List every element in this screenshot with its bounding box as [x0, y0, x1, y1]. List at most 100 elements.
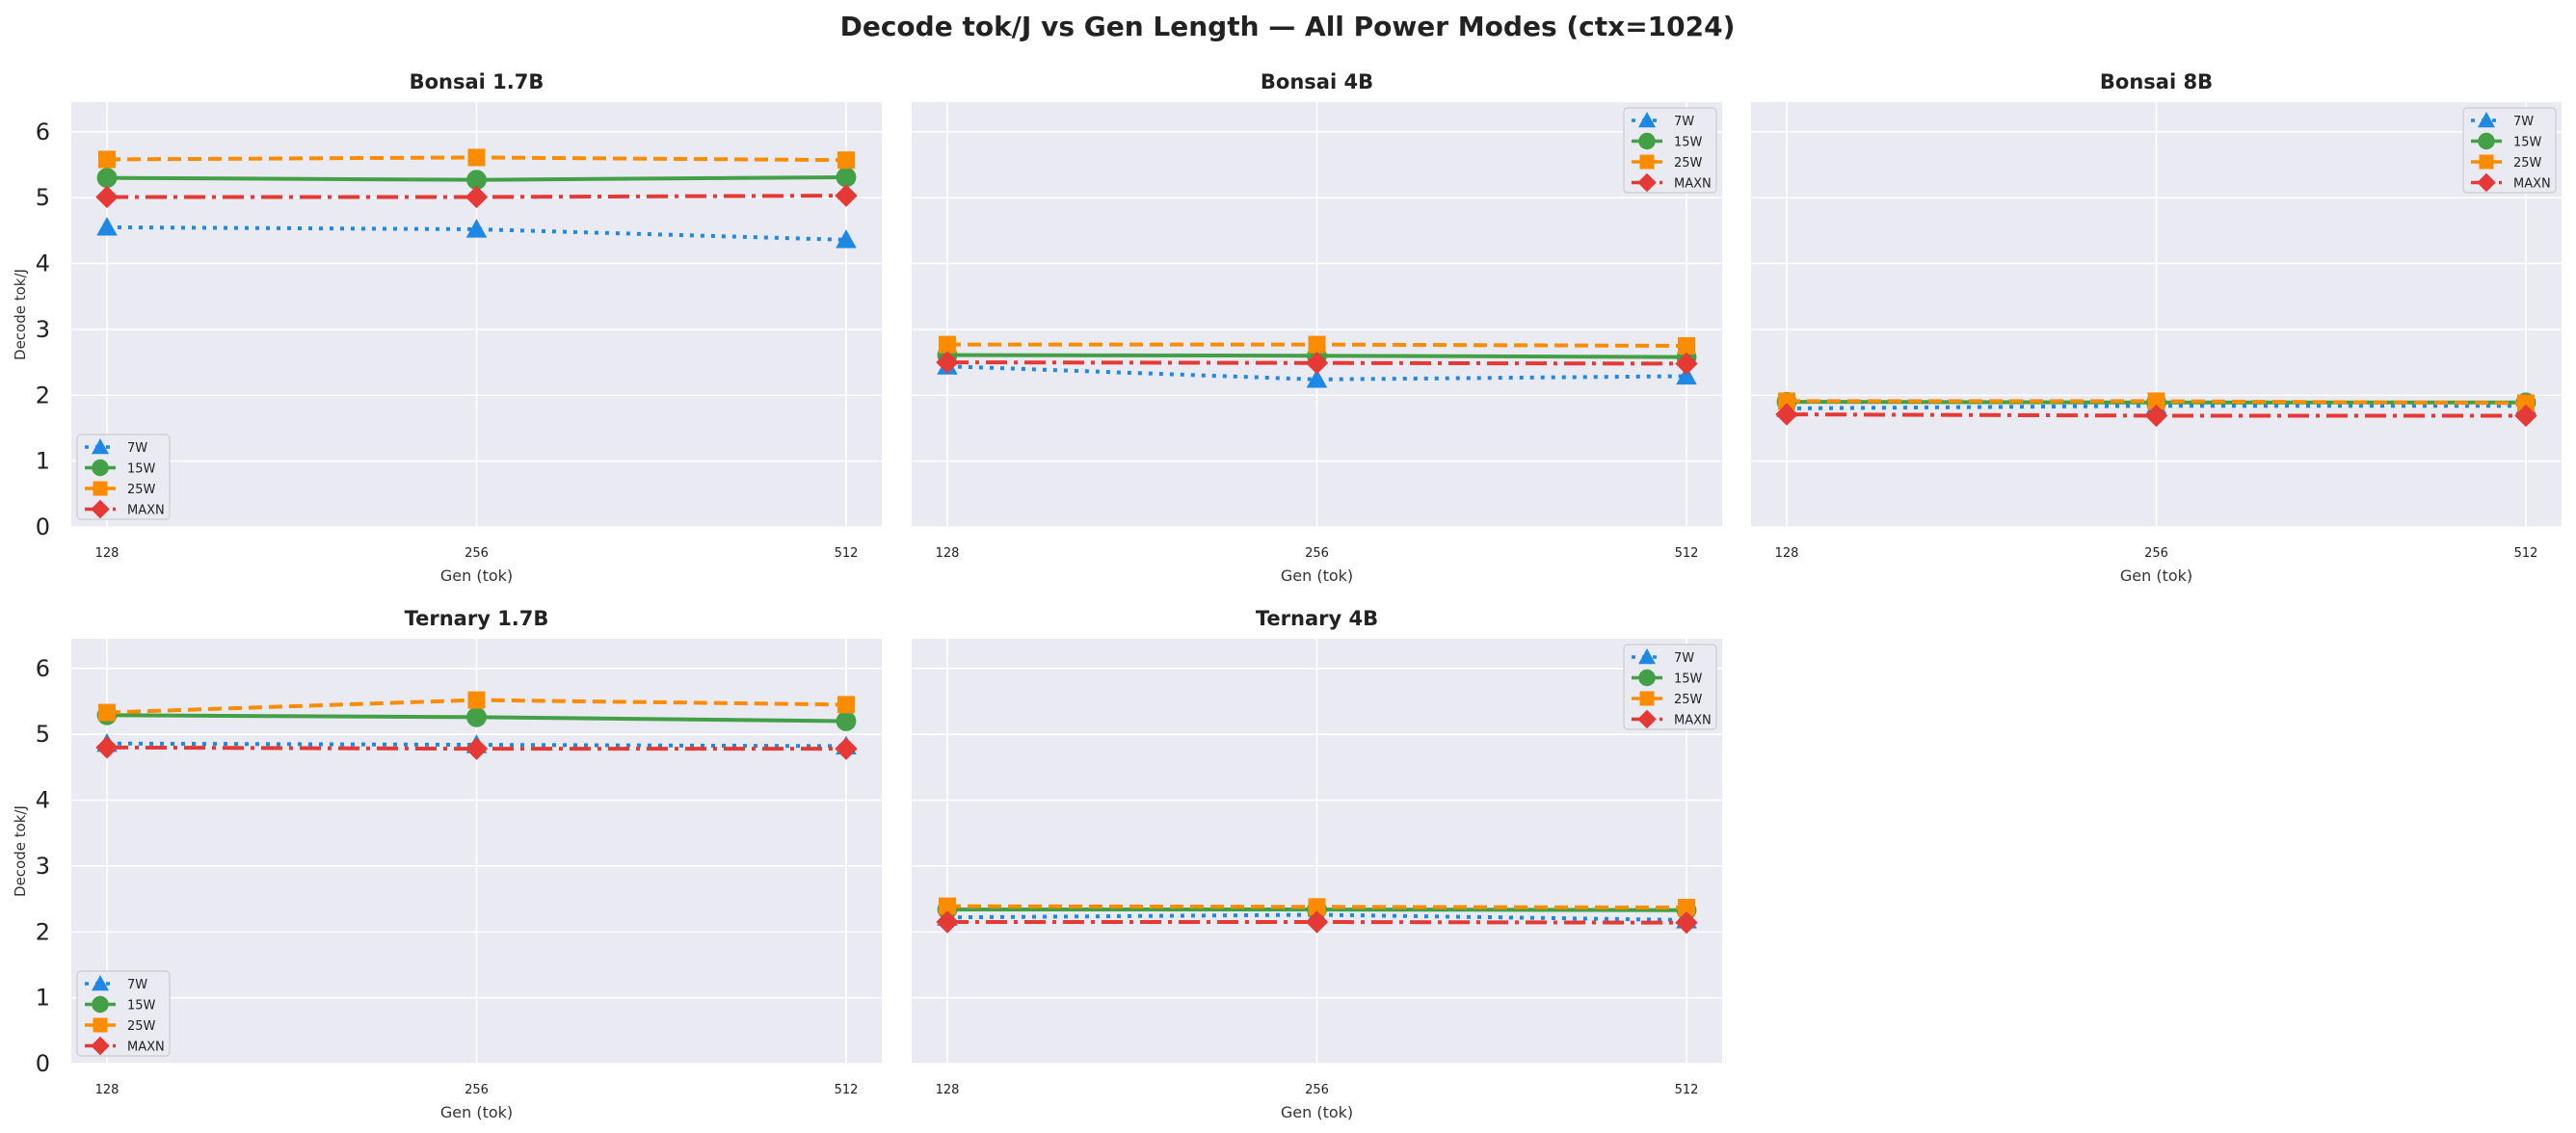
series-line-maxn [106, 745, 846, 751]
data-point-25w [939, 335, 956, 354]
data-point-25w [1778, 392, 1795, 410]
panel-title: Ternary 4B [1256, 607, 1378, 630]
data-point-maxn [95, 185, 119, 209]
data-point-maxn [465, 185, 489, 209]
legend-box [76, 970, 171, 1057]
panel-title: Bonsai 4B [1261, 70, 1373, 93]
legend-marker-25w [2479, 154, 2494, 170]
series-line-7w [106, 224, 847, 242]
x-tick-label: 128 [95, 1083, 120, 1097]
data-point-maxn [835, 737, 858, 760]
chart-panel-1: 0 1 2 3 4 5 6 128 256 512 Bonsai 1.7B Gen (tok) Deco… [12, 70, 882, 585]
data-point-maxn [835, 184, 858, 207]
y-tick-label: 0 [36, 1050, 50, 1077]
legend-marker-7w [92, 438, 109, 455]
legend-label: 7W [2513, 115, 2534, 129]
legend-marker-7w [1638, 112, 1656, 128]
y-tick-label: 4 [36, 250, 50, 277]
legend-box [1623, 644, 1717, 730]
x-tick-label: 512 [1675, 1083, 1699, 1097]
legend-label: 7W [127, 978, 147, 992]
legend-label: 25W [1674, 156, 1703, 171]
legend-marker-15w [1638, 669, 1656, 687]
data-point-25w [467, 148, 486, 167]
data-point-25w [837, 696, 855, 714]
y-tick-label: 6 [36, 119, 50, 145]
x-axis-label: Gen (tok) [1281, 1103, 1353, 1121]
legend-label: 25W [1674, 693, 1703, 707]
x-tick-label: 128 [1775, 546, 1799, 561]
y-tick-label: 2 [36, 382, 50, 408]
legend: 7W 15W 25W MAXN [1623, 644, 1717, 730]
data-point-maxn [1775, 403, 1798, 426]
legend-label: MAXN [1674, 714, 1712, 728]
data-point-maxn [936, 910, 959, 934]
x-tick-label: 128 [936, 546, 960, 561]
legend-marker-maxn [91, 1036, 110, 1056]
legend-marker-7w [92, 975, 109, 991]
legend-label: MAXN [127, 504, 165, 518]
legend-box [76, 434, 171, 520]
x-axis-label: Gen (tok) [440, 1103, 513, 1121]
legend-label: MAXN [1674, 177, 1712, 192]
legend-label: 7W [1674, 651, 1694, 666]
y-axis-label: Decode tok/J [12, 269, 29, 360]
panel-title: Ternary 1.7B [405, 607, 549, 630]
legend: 7W 15W 25W MAXN [2462, 107, 2557, 194]
y-axis-label: Decode tok/J [12, 805, 29, 897]
legend-marker-15w [92, 459, 109, 477]
x-tick-label: 256 [465, 1083, 489, 1097]
legend-marker-25w [93, 1017, 108, 1033]
series-line-maxn [947, 920, 1687, 925]
panel-title: Bonsai 8B [2100, 70, 2213, 93]
legend-marker-maxn [91, 499, 110, 519]
y-tick-label: 6 [36, 655, 50, 682]
legend-box [2462, 107, 2557, 194]
legend-label: 25W [2513, 156, 2542, 171]
x-tick-label: 128 [95, 546, 120, 561]
figure-title: Decode tok/J vs Gen Length — All Power M… [840, 11, 1736, 42]
data-point-15w [836, 711, 857, 731]
legend: 7W 15W 25W MAXN [76, 970, 171, 1057]
legend-marker-maxn [1637, 709, 1657, 729]
data-point-maxn [1675, 352, 1698, 376]
data-point-maxn [2144, 404, 2168, 428]
legend-label: 25W [127, 1019, 156, 1034]
x-tick-label: 256 [2144, 546, 2168, 561]
y-tick-label: 3 [36, 853, 50, 880]
legend-label: 25W [127, 483, 156, 497]
data-point-maxn [1305, 352, 1329, 375]
series-line-7w [1786, 404, 2526, 410]
x-axis-label: Gen (tok) [2120, 566, 2192, 585]
legend-marker-25w [93, 481, 108, 496]
legend-marker-7w [1638, 648, 1656, 665]
series-line-maxn [107, 194, 847, 199]
x-tick-label: 512 [2514, 546, 2538, 561]
legend-label: 15W [127, 999, 156, 1014]
y-tick-label: 0 [36, 514, 50, 540]
data-point-25w [837, 151, 855, 170]
y-tick-label: 4 [36, 787, 50, 814]
x-tick-label: 256 [1305, 1083, 1329, 1097]
legend-marker-15w [2478, 132, 2495, 150]
x-tick-label: 512 [1675, 546, 1699, 561]
data-point-25w [939, 897, 956, 915]
data-point-maxn [2514, 404, 2537, 428]
x-tick-label: 512 [835, 1083, 859, 1097]
legend-marker-25w [1639, 691, 1655, 706]
data-point-25w [98, 150, 116, 169]
data-point-25w [2147, 392, 2165, 410]
legend-label: 15W [1674, 136, 1703, 150]
panel-title: Bonsai 1.7B [410, 70, 544, 93]
data-point-25w [2517, 394, 2535, 412]
data-point-25w [98, 703, 116, 722]
data-point-7w [1306, 369, 1328, 388]
data-point-15w [466, 706, 487, 727]
series-line-maxn [946, 360, 1687, 366]
series-line-maxn [1786, 412, 2526, 418]
legend-label: 15W [1674, 672, 1703, 687]
data-point-maxn [1675, 910, 1698, 935]
data-point-25w [1678, 336, 1695, 355]
